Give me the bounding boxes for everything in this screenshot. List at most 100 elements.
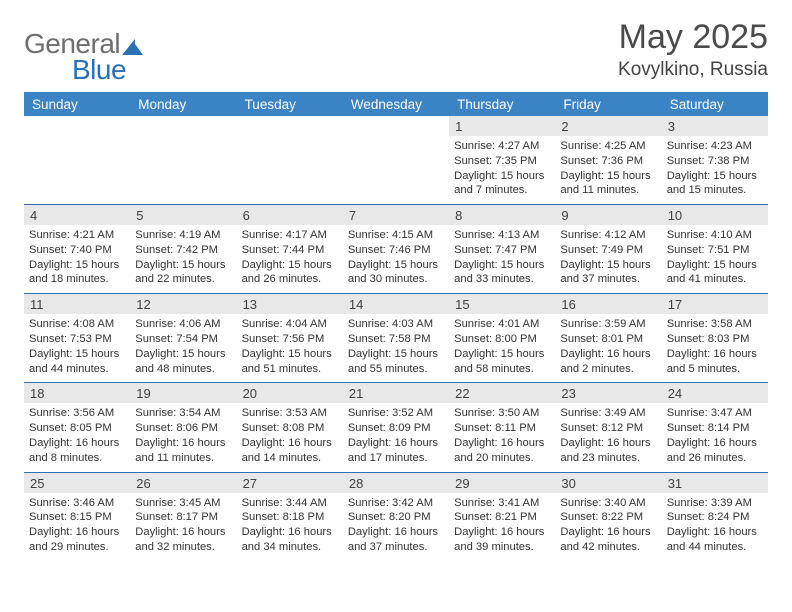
sunset-text: Sunset: 8:08 PM (242, 421, 339, 436)
dayheader-sat: Saturday (662, 97, 768, 112)
day-cell: 1Sunrise: 4:27 AMSunset: 7:35 PMDaylight… (449, 116, 555, 204)
sunrise-text: Sunrise: 3:45 AM (135, 496, 232, 511)
sunrise-text: Sunrise: 3:53 AM (242, 406, 339, 421)
daylight-text-1: Daylight: 16 hours (29, 525, 126, 540)
dayheader-sun: Sunday (24, 97, 130, 112)
sunset-text: Sunset: 7:35 PM (454, 154, 551, 169)
daylight-text-2: and 8 minutes. (29, 451, 126, 466)
sunrise-text: Sunrise: 3:46 AM (29, 496, 126, 511)
sunrise-text: Sunrise: 4:01 AM (454, 317, 551, 332)
daylight-text-1: Daylight: 15 hours (348, 258, 445, 273)
week-row: 25Sunrise: 3:46 AMSunset: 8:15 PMDayligh… (24, 472, 768, 561)
daylight-text-2: and 39 minutes. (454, 540, 551, 555)
daylight-text-2: and 20 minutes. (454, 451, 551, 466)
day-info: Sunrise: 4:21 AMSunset: 7:40 PMDaylight:… (24, 225, 130, 293)
sunset-text: Sunset: 7:58 PM (348, 332, 445, 347)
sunset-text: Sunset: 8:06 PM (135, 421, 232, 436)
day-info: Sunrise: 3:39 AMSunset: 8:24 PMDaylight:… (662, 493, 768, 561)
daylight-text-1: Daylight: 16 hours (454, 436, 551, 451)
sunrise-text: Sunrise: 4:04 AM (242, 317, 339, 332)
daylight-text-2: and 37 minutes. (560, 272, 657, 287)
day-cell: 5Sunrise: 4:19 AMSunset: 7:42 PMDaylight… (130, 205, 236, 293)
daylight-text-2: and 58 minutes. (454, 362, 551, 377)
day-info: Sunrise: 4:03 AMSunset: 7:58 PMDaylight:… (343, 314, 449, 382)
day-number: 18 (24, 383, 130, 403)
day-number: 28 (343, 473, 449, 493)
day-number: 17 (662, 294, 768, 314)
daylight-text-1: Daylight: 16 hours (667, 525, 764, 540)
daylight-text-2: and 22 minutes. (135, 272, 232, 287)
day-cell: 21Sunrise: 3:52 AMSunset: 8:09 PMDayligh… (343, 383, 449, 471)
daylight-text-2: and 42 minutes. (560, 540, 657, 555)
day-info: Sunrise: 3:44 AMSunset: 8:18 PMDaylight:… (237, 493, 343, 561)
day-number: 7 (343, 205, 449, 225)
day-number (130, 116, 236, 136)
day-number: 2 (555, 116, 661, 136)
day-cell: 23Sunrise: 3:49 AMSunset: 8:12 PMDayligh… (555, 383, 661, 471)
daylight-text-2: and 30 minutes. (348, 272, 445, 287)
day-info: Sunrise: 3:46 AMSunset: 8:15 PMDaylight:… (24, 493, 130, 561)
daylight-text-1: Daylight: 16 hours (135, 525, 232, 540)
daylight-text-1: Daylight: 15 hours (454, 169, 551, 184)
day-cell: 10Sunrise: 4:10 AMSunset: 7:51 PMDayligh… (662, 205, 768, 293)
sunset-text: Sunset: 8:05 PM (29, 421, 126, 436)
day-info: Sunrise: 3:40 AMSunset: 8:22 PMDaylight:… (555, 493, 661, 561)
day-cell: 28Sunrise: 3:42 AMSunset: 8:20 PMDayligh… (343, 473, 449, 561)
sunset-text: Sunset: 8:22 PM (560, 510, 657, 525)
sunset-text: Sunset: 8:21 PM (454, 510, 551, 525)
day-cell: 9Sunrise: 4:12 AMSunset: 7:49 PMDaylight… (555, 205, 661, 293)
week-row: 18Sunrise: 3:56 AMSunset: 8:05 PMDayligh… (24, 382, 768, 471)
sunset-text: Sunset: 7:47 PM (454, 243, 551, 258)
day-info: Sunrise: 3:45 AMSunset: 8:17 PMDaylight:… (130, 493, 236, 561)
day-cell: 12Sunrise: 4:06 AMSunset: 7:54 PMDayligh… (130, 294, 236, 382)
day-cell: 8Sunrise: 4:13 AMSunset: 7:47 PMDaylight… (449, 205, 555, 293)
day-info (24, 136, 130, 202)
daylight-text-1: Daylight: 15 hours (29, 258, 126, 273)
daylight-text-1: Daylight: 15 hours (454, 258, 551, 273)
daylight-text-1: Daylight: 16 hours (667, 436, 764, 451)
day-cell: 22Sunrise: 3:50 AMSunset: 8:11 PMDayligh… (449, 383, 555, 471)
daylight-text-1: Daylight: 15 hours (667, 169, 764, 184)
daylight-text-1: Daylight: 16 hours (135, 436, 232, 451)
sunset-text: Sunset: 7:40 PM (29, 243, 126, 258)
daylight-text-1: Daylight: 16 hours (242, 436, 339, 451)
day-info: Sunrise: 3:56 AMSunset: 8:05 PMDaylight:… (24, 403, 130, 471)
day-cell: 25Sunrise: 3:46 AMSunset: 8:15 PMDayligh… (24, 473, 130, 561)
sunset-text: Sunset: 8:14 PM (667, 421, 764, 436)
sunrise-text: Sunrise: 4:23 AM (667, 139, 764, 154)
day-number (24, 116, 130, 136)
daylight-text-1: Daylight: 15 hours (29, 347, 126, 362)
day-info: Sunrise: 4:27 AMSunset: 7:35 PMDaylight:… (449, 136, 555, 204)
daylight-text-1: Daylight: 16 hours (667, 347, 764, 362)
day-cell (130, 116, 236, 204)
day-cell: 24Sunrise: 3:47 AMSunset: 8:14 PMDayligh… (662, 383, 768, 471)
daylight-text-2: and 14 minutes. (242, 451, 339, 466)
sunset-text: Sunset: 7:38 PM (667, 154, 764, 169)
calendar-grid: 1Sunrise: 4:27 AMSunset: 7:35 PMDaylight… (24, 116, 768, 561)
day-cell (343, 116, 449, 204)
day-info: Sunrise: 3:53 AMSunset: 8:08 PMDaylight:… (237, 403, 343, 471)
day-header-row: Sunday Monday Tuesday Wednesday Thursday… (24, 92, 768, 116)
daylight-text-2: and 41 minutes. (667, 272, 764, 287)
day-cell: 11Sunrise: 4:08 AMSunset: 7:53 PMDayligh… (24, 294, 130, 382)
brand-logo: GeneralBlue (24, 18, 144, 86)
daylight-text-2: and 55 minutes. (348, 362, 445, 377)
day-number: 6 (237, 205, 343, 225)
day-info: Sunrise: 4:17 AMSunset: 7:44 PMDaylight:… (237, 225, 343, 293)
day-number: 20 (237, 383, 343, 403)
day-cell: 2Sunrise: 4:25 AMSunset: 7:36 PMDaylight… (555, 116, 661, 204)
sunrise-text: Sunrise: 4:19 AM (135, 228, 232, 243)
daylight-text-2: and 5 minutes. (667, 362, 764, 377)
sunset-text: Sunset: 7:36 PM (560, 154, 657, 169)
day-number: 30 (555, 473, 661, 493)
day-cell: 19Sunrise: 3:54 AMSunset: 8:06 PMDayligh… (130, 383, 236, 471)
daylight-text-2: and 51 minutes. (242, 362, 339, 377)
daylight-text-1: Daylight: 15 hours (242, 258, 339, 273)
sunset-text: Sunset: 8:15 PM (29, 510, 126, 525)
daylight-text-2: and 2 minutes. (560, 362, 657, 377)
header: GeneralBlue May 2025 Kovylkino, Russia (24, 18, 768, 86)
day-info: Sunrise: 4:10 AMSunset: 7:51 PMDaylight:… (662, 225, 768, 293)
sunset-text: Sunset: 8:00 PM (454, 332, 551, 347)
sunset-text: Sunset: 7:44 PM (242, 243, 339, 258)
day-number: 15 (449, 294, 555, 314)
